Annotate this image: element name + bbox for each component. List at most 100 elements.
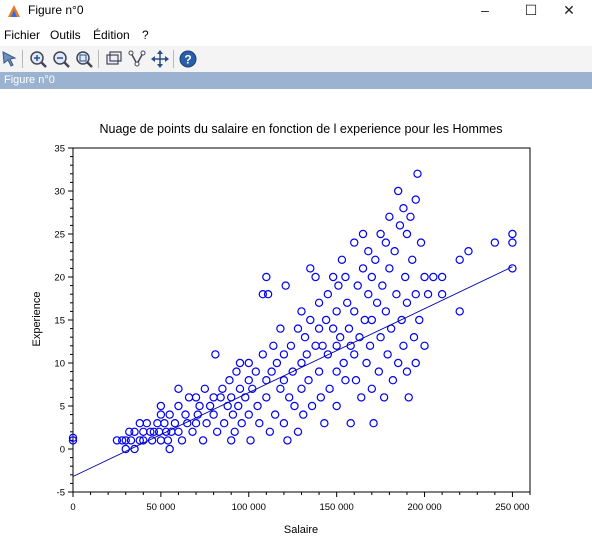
data-point <box>367 384 377 393</box>
data-point <box>237 419 246 428</box>
data-point <box>156 410 166 419</box>
data-point <box>402 367 412 376</box>
data-point <box>376 229 385 239</box>
data-point <box>195 401 204 411</box>
data-point <box>321 315 331 325</box>
data-point <box>135 419 144 428</box>
data-point <box>112 436 122 445</box>
data-point <box>328 272 338 282</box>
data-point <box>332 307 341 316</box>
data-point <box>350 350 359 359</box>
zoom-fit-icon[interactable] <box>74 49 94 69</box>
data-point <box>279 419 289 428</box>
data-point <box>121 444 130 454</box>
window-titlebar: Figure n°0 – ☐ ✕ <box>0 0 592 22</box>
close-button[interactable]: ✕ <box>563 2 575 18</box>
data-point <box>399 203 408 213</box>
data-point <box>393 186 403 196</box>
data-point <box>346 341 355 350</box>
minimize-button[interactable]: – <box>481 2 489 18</box>
data-point <box>297 307 306 316</box>
y-tick-label: 20 <box>54 273 65 284</box>
data-point <box>263 289 273 299</box>
data-point <box>332 367 341 376</box>
menu-edition[interactable]: Édition <box>93 28 130 42</box>
data-point <box>191 419 201 428</box>
data-point <box>279 376 289 385</box>
select-arrow-icon[interactable] <box>0 49 20 69</box>
data-point <box>385 264 394 273</box>
zoom-in-icon[interactable] <box>28 49 48 69</box>
data-point <box>300 332 310 342</box>
data-point <box>337 255 347 264</box>
data-point <box>307 401 317 411</box>
data-point <box>258 289 268 299</box>
rotate-icon[interactable] <box>104 49 124 69</box>
data-point <box>283 436 292 445</box>
pan-icon[interactable] <box>150 49 170 69</box>
data-point <box>191 393 201 402</box>
x-tick-label: 0 <box>70 502 75 513</box>
menu-help[interactable]: ? <box>142 28 149 42</box>
data-point <box>135 436 144 445</box>
data-point <box>286 341 296 350</box>
data-point <box>235 384 245 393</box>
data-point <box>241 393 250 402</box>
data-point <box>411 195 420 204</box>
plot-area: Nuage de points du salaire en fonction d… <box>0 89 592 540</box>
data-point <box>163 436 173 445</box>
data-point <box>455 255 464 264</box>
help-icon[interactable]: ? <box>178 49 198 69</box>
data-point <box>288 367 297 376</box>
data-point <box>374 367 384 376</box>
data-point <box>212 427 222 436</box>
data-point <box>246 436 255 445</box>
data-point <box>376 332 385 342</box>
data-point <box>306 315 315 325</box>
y-tick-label: 0 <box>60 445 65 456</box>
data-point <box>281 281 290 290</box>
data-point <box>270 410 280 419</box>
data-point <box>160 419 169 428</box>
data-point <box>350 307 359 316</box>
zoom-out-icon[interactable] <box>51 49 71 69</box>
datatip-icon[interactable] <box>127 49 147 69</box>
data-point <box>188 427 197 436</box>
data-point <box>302 350 311 359</box>
data-point <box>388 376 398 385</box>
data-point <box>402 229 412 239</box>
menu-fichier[interactable]: Fichier <box>4 28 41 42</box>
data-point <box>311 341 320 350</box>
data-point <box>508 264 517 273</box>
data-point <box>118 436 127 445</box>
y-tick-label: 25 <box>54 230 65 241</box>
data-point <box>351 376 361 385</box>
data-point <box>508 238 517 247</box>
data-point <box>393 358 403 368</box>
data-point <box>390 246 399 256</box>
data-point <box>226 436 236 445</box>
menu-bar: Fichier Outils Édition ? <box>0 25 592 45</box>
data-point <box>297 384 306 393</box>
data-point <box>276 384 285 393</box>
data-point <box>490 238 500 247</box>
data-point <box>437 272 447 282</box>
scilab-app-icon <box>8 5 20 17</box>
data-point <box>415 315 424 325</box>
menu-outils[interactable]: Outils <box>50 28 81 42</box>
data-point <box>367 315 377 325</box>
scatter-chart[interactable]: Nuage de points du salaire en fonction d… <box>0 89 592 540</box>
data-point <box>125 427 134 436</box>
data-point <box>323 289 333 299</box>
data-point <box>378 281 387 290</box>
data-point <box>219 419 229 428</box>
data-point <box>367 272 377 282</box>
data-point <box>314 367 324 376</box>
data-point <box>202 419 211 428</box>
data-point <box>209 393 218 402</box>
data-point <box>130 444 139 454</box>
maximize-button[interactable]: ☐ <box>524 2 538 18</box>
data-point <box>193 410 202 419</box>
data-point <box>355 332 364 342</box>
data-point <box>244 410 253 419</box>
